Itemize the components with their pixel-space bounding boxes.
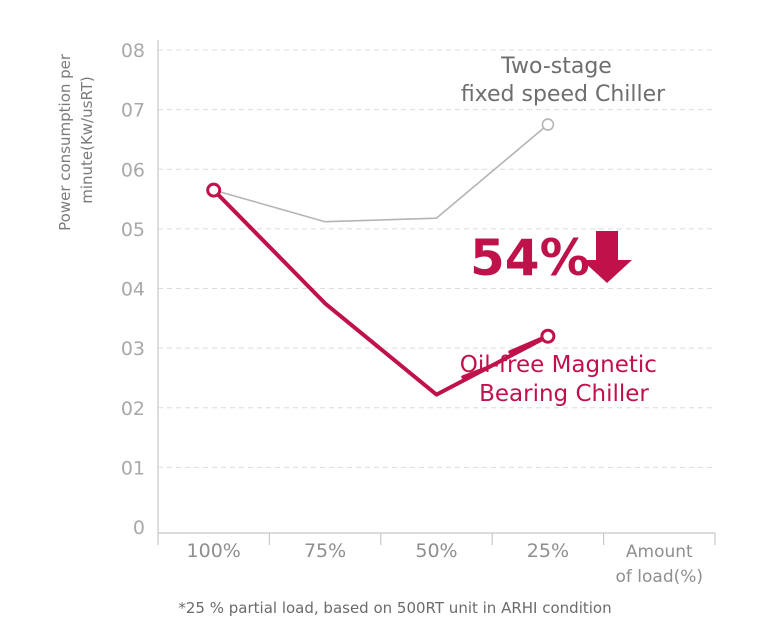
arrow-down-icon (582, 231, 632, 283)
x-axis-end-label: of load(%) (616, 567, 704, 587)
y-tick-label: 06 (121, 159, 145, 181)
y-axis-title-line-2: minute(Kw/usRT) (78, 76, 96, 204)
y-axis-title: Power consumption per minute(Kw/usRT) (56, 49, 96, 231)
series-label-oil-free: Oil-free Magnetic Bearing Chiller (460, 352, 664, 407)
x-tick-label: 75% (304, 540, 346, 562)
y-tick-label: 05 (121, 219, 145, 241)
y-axis-ticks: 0 01 02 03 04 05 06 07 08 (121, 40, 145, 539)
series-endpoint-marker (541, 118, 555, 131)
y-tick-label: 07 (121, 100, 145, 122)
series-endpoint-marker (206, 182, 222, 198)
y-axis-title-line-1: Power consumption per (56, 53, 74, 231)
series-label-two-stage-line-1: Two-stage (500, 54, 612, 79)
y-tick-label: 03 (121, 338, 145, 360)
series-line (212, 123, 549, 223)
axes (157, 40, 716, 545)
y-tick-label: 01 (121, 457, 145, 479)
y-tick-label: 02 (121, 398, 145, 420)
series-label-oil-free-line-1: Oil-free Magnetic (460, 352, 657, 378)
footnote: *25 % partial load, based on 500RT unit … (178, 599, 611, 617)
x-tick-label: 100% (187, 540, 241, 562)
x-axis-end-label: Amount (626, 542, 693, 562)
series-endpoint-marker (540, 328, 556, 344)
series-line (211, 188, 550, 397)
series-label-oil-free-line-2: Bearing Chiller (479, 381, 649, 407)
series-label-two-stage-line-2: fixed speed Chiller (461, 82, 666, 107)
x-tick-label: 50% (415, 540, 457, 562)
x-axis-ticks: 100% 75% 50% 25% Amount of load(%) (187, 540, 704, 587)
savings-percentage: 54% (470, 229, 590, 287)
series-group (206, 118, 556, 397)
series-label-two-stage: Two-stage fixed speed Chiller (461, 54, 666, 107)
y-tick-label: 04 (121, 279, 145, 301)
y-tick-label: 08 (121, 40, 145, 62)
series-label-leader-line (461, 336, 544, 379)
y-tick-label: 0 (133, 517, 145, 539)
x-tick-label: 25% (527, 540, 569, 562)
